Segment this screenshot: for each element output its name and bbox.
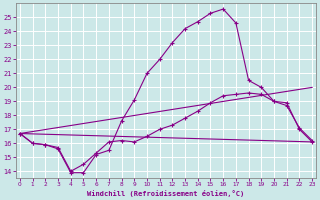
X-axis label: Windchill (Refroidissement éolien,°C): Windchill (Refroidissement éolien,°C) [87, 190, 245, 197]
